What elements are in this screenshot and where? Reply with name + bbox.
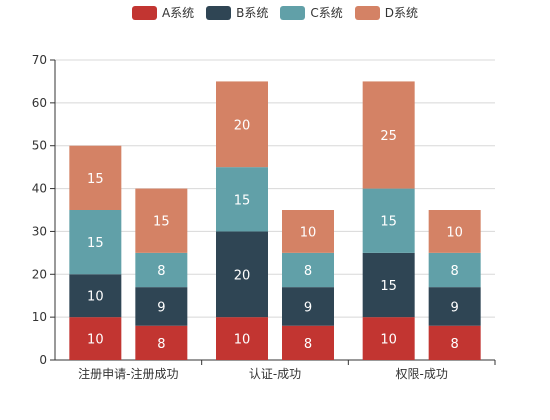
data-label: 15 — [153, 215, 170, 230]
bar-segment — [282, 210, 334, 253]
data-label: 20 — [234, 118, 251, 133]
bar-segment — [216, 231, 268, 318]
bar-segment — [362, 188, 415, 253]
bar-segment — [69, 210, 122, 275]
bar-segment — [282, 287, 334, 326]
data-label: 20 — [234, 268, 251, 283]
data-label: 9 — [157, 300, 165, 315]
legend-item[interactable]: A系统 — [131, 4, 195, 21]
x-category-label: 注册申请-注册成功 — [78, 366, 178, 381]
legend-swatch — [354, 5, 380, 20]
y-tick-label: 50 — [32, 139, 47, 153]
data-label: 8 — [451, 264, 459, 279]
legend-label: A系统 — [161, 6, 195, 20]
y-tick-label: 0 — [39, 353, 47, 367]
bar-segment — [135, 252, 188, 288]
legend-swatch — [206, 5, 232, 20]
bar-segment — [216, 167, 268, 232]
bar-segment — [69, 145, 122, 210]
data-label: 10 — [87, 333, 104, 348]
legend-item[interactable]: C系统 — [280, 4, 343, 21]
x-category-label: 权限-成功 — [395, 367, 447, 381]
bar-segment — [69, 274, 122, 318]
data-label: 15 — [87, 172, 104, 187]
data-label: 10 — [380, 333, 397, 348]
bar-segment — [135, 287, 188, 326]
y-tick-label: 20 — [32, 267, 47, 281]
data-label: 10 — [446, 225, 463, 240]
bar-segment — [282, 252, 334, 288]
data-label: 9 — [451, 300, 459, 315]
data-label: 10 — [234, 333, 251, 348]
legend-swatch — [280, 5, 306, 20]
bar-segment — [216, 317, 268, 360]
data-label: 8 — [304, 264, 312, 279]
legend-item[interactable]: D系统 — [354, 4, 419, 21]
data-label: 25 — [380, 129, 397, 144]
data-label: 15 — [234, 193, 251, 208]
x-category-label: 认证-成功 — [249, 367, 301, 381]
bar-segment — [428, 210, 481, 253]
bar-segment — [428, 287, 481, 326]
data-label: 10 — [300, 225, 317, 240]
data-label: 8 — [451, 337, 459, 352]
y-tick-label: 40 — [32, 182, 47, 196]
data-label: 8 — [157, 264, 165, 279]
legend-label: C系统 — [310, 6, 343, 20]
y-tick-label: 70 — [32, 53, 47, 67]
data-label: 8 — [157, 337, 165, 352]
data-label: 9 — [304, 300, 312, 315]
bar-segment — [362, 81, 415, 189]
bar-segment — [216, 81, 268, 168]
bar-segment — [428, 325, 481, 360]
data-label: 8 — [304, 337, 312, 352]
legend-label: B系统 — [236, 6, 269, 20]
data-label: 10 — [87, 290, 104, 305]
y-tick-label: 10 — [32, 310, 47, 324]
data-label: 15 — [380, 279, 397, 294]
chart-legend: A系统 B系统 C系统 D系统 — [0, 4, 550, 21]
legend-item[interactable]: B系统 — [206, 4, 268, 21]
bar-segment — [428, 252, 481, 288]
data-label: 15 — [380, 215, 397, 230]
bar-segment — [135, 188, 188, 253]
data-label: 15 — [87, 236, 104, 251]
legend-label: D系统 — [384, 6, 419, 20]
bar-segment — [362, 252, 415, 318]
y-tick-label: 60 — [32, 96, 47, 110]
y-tick-label: 30 — [32, 224, 47, 238]
bar-segment — [362, 317, 415, 360]
bar-segment — [282, 325, 334, 360]
bar-segment — [69, 317, 122, 360]
legend-swatch — [131, 5, 157, 20]
bar-segment — [135, 325, 188, 360]
